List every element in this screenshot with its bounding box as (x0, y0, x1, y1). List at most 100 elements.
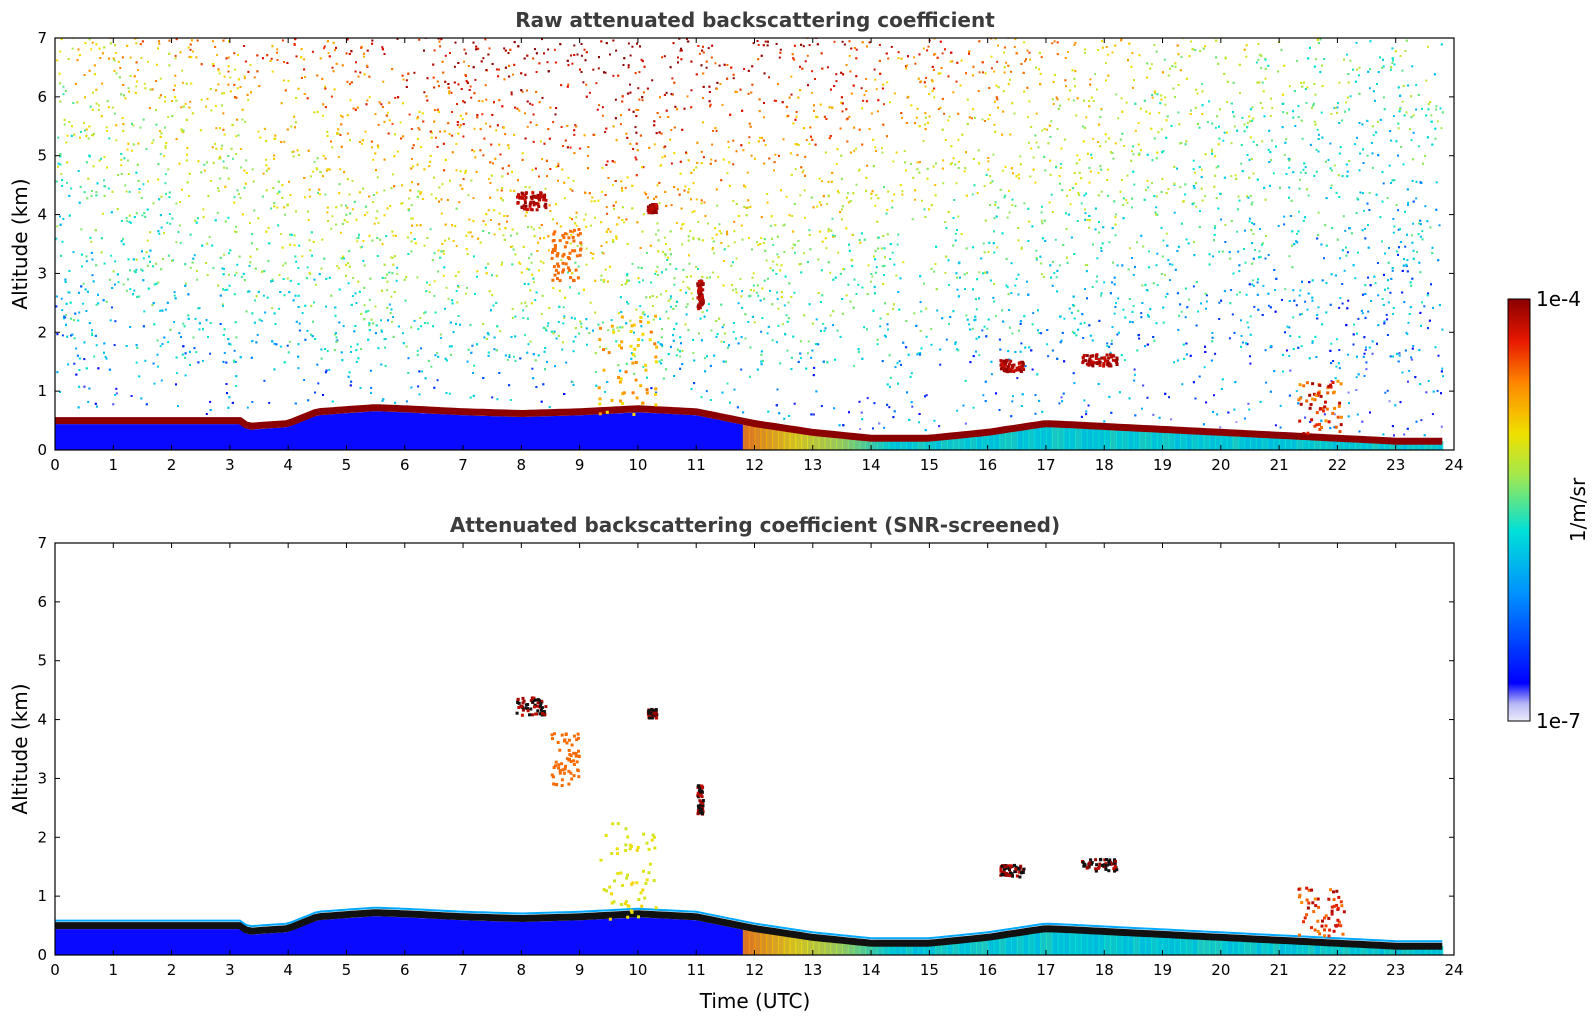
noise-pixel (1381, 240, 1383, 243)
noise-pixel (1116, 264, 1119, 267)
noise-pixel (1436, 120, 1439, 123)
low-level-gradient (1296, 436, 1304, 450)
noise-pixel (1248, 408, 1251, 411)
noise-pixel (1034, 181, 1037, 184)
noise-pixel (572, 350, 575, 353)
noise-pixel (1154, 92, 1157, 95)
noise-pixel (1285, 138, 1288, 141)
noise-pixel (1164, 274, 1166, 277)
noise-pixel (1238, 270, 1241, 273)
noise-pixel (481, 113, 484, 116)
noise-pixel (386, 289, 389, 292)
low-level-gradient (1261, 434, 1269, 450)
noise-pixel (182, 129, 185, 132)
noise-pixel (522, 309, 525, 312)
noise-pixel (212, 267, 215, 270)
noise-pixel (1235, 33, 1237, 35)
noise-pixel (860, 87, 863, 90)
noise-pixel (692, 238, 695, 241)
noise-pixel (164, 147, 167, 149)
noise-pixel (681, 243, 684, 246)
noise-pixel (1412, 222, 1415, 225)
noise-pixel (503, 47, 506, 50)
noise-pixel (128, 221, 131, 223)
noise-pixel (1058, 34, 1060, 36)
noise-pixel (67, 363, 70, 366)
noise-pixel (1185, 238, 1188, 241)
noise-pixel (569, 216, 572, 219)
noise-pixel (1436, 389, 1439, 392)
noise-pixel (955, 80, 958, 83)
noise-pixel (639, 305, 642, 308)
noise-pixel (553, 48, 556, 51)
noise-pixel (174, 57, 177, 60)
noise-pixel (410, 386, 413, 389)
low-level-gradient (1080, 425, 1088, 450)
noise-pixel (1088, 100, 1091, 102)
noise-pixel (732, 200, 735, 203)
noise-pixel (125, 289, 128, 292)
noise-pixel (1280, 32, 1282, 34)
noise-pixel (99, 57, 102, 59)
noise-pixel (993, 251, 996, 254)
noise-pixel (870, 280, 872, 283)
noise-pixel (469, 231, 472, 234)
noise-pixel (716, 204, 719, 207)
noise-pixel (1274, 424, 1277, 427)
noise-pixel (1298, 294, 1301, 297)
noise-pixel (1430, 114, 1433, 117)
noise-pixel (389, 204, 392, 207)
noise-pixel (257, 130, 260, 133)
noise-pixel (718, 223, 721, 226)
noise-pixel (295, 260, 298, 263)
noise-pixel (841, 267, 844, 270)
noise-pixel (875, 266, 878, 269)
noise-pixel (1174, 65, 1177, 68)
noise-pixel (1173, 211, 1176, 214)
noise-pixel (372, 201, 375, 203)
noise-pixel (312, 170, 315, 173)
low-level-gradient (777, 427, 785, 450)
low-level-gradient (1150, 428, 1158, 450)
noise-pixel (1253, 305, 1256, 308)
noise-pixel (251, 168, 254, 171)
noise-pixel (86, 33, 88, 35)
noise-pixel (472, 197, 475, 200)
noise-pixel (1138, 337, 1141, 340)
noise-pixel (1392, 115, 1395, 118)
noise-pixel (679, 355, 682, 358)
noise-pixel (90, 48, 93, 51)
noise-pixel (433, 252, 436, 255)
noise-pixel (1386, 197, 1389, 200)
noise-pixel (1173, 32, 1175, 34)
noise-pixel (162, 258, 164, 260)
low-level-gradient (1279, 435, 1286, 450)
noise-pixel (569, 146, 572, 149)
noise-pixel (375, 191, 378, 194)
noise-pixel (855, 48, 858, 51)
noise-pixel (1216, 413, 1219, 416)
noise-pixel (656, 184, 659, 187)
noise-pixel (1404, 245, 1407, 248)
noise-pixel (1213, 227, 1216, 230)
noise-pixel (1076, 154, 1079, 157)
noise-pixel (296, 35, 298, 37)
noise-pixel (1126, 201, 1129, 204)
noise-pixel (770, 224, 772, 227)
noise-pixel (782, 138, 785, 141)
noise-pixel (458, 126, 461, 129)
noise-pixel (619, 123, 622, 126)
noise-pixel (614, 98, 617, 101)
noise-pixel (594, 216, 596, 219)
noise-pixel (894, 366, 897, 369)
noise-pixel (351, 295, 354, 298)
noise-pixel (718, 64, 721, 67)
low-level-gradient (1354, 439, 1362, 450)
noise-pixel (1107, 168, 1110, 171)
noise-pixel (1341, 302, 1344, 305)
noise-pixel (223, 133, 226, 136)
low-level-gradient (882, 438, 890, 450)
noise-pixel (331, 146, 334, 149)
noise-pixel (362, 55, 365, 58)
noise-pixel (423, 312, 425, 315)
